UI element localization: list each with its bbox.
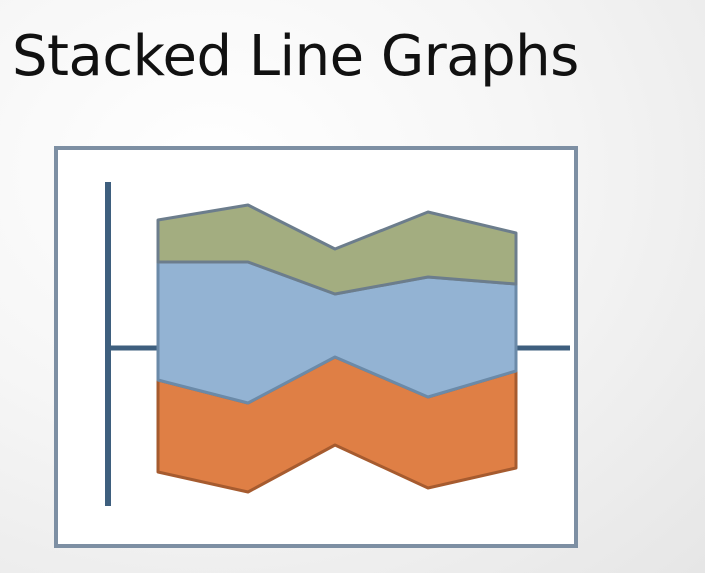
slide-title: Stacked Line Graphs [12,24,579,89]
top-band [156,203,518,296]
